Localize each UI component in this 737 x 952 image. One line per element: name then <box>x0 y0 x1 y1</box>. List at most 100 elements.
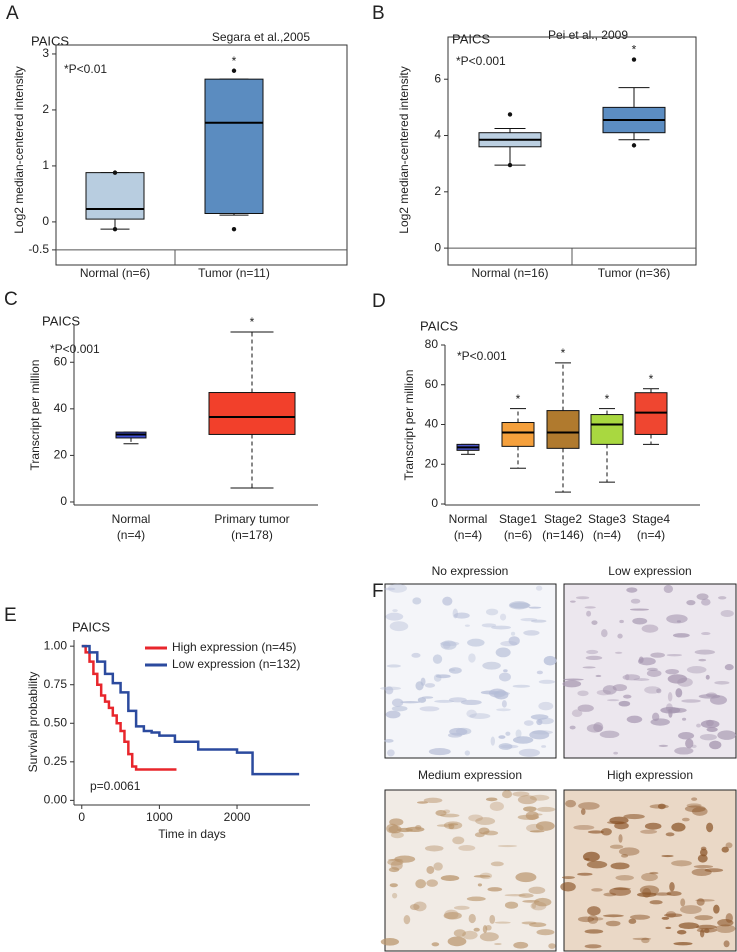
tissue-texture <box>695 899 715 902</box>
panel-letter: F <box>372 581 384 602</box>
annotation: *P<0.001 <box>457 349 507 363</box>
tissue-texture <box>709 695 727 705</box>
tissue-texture <box>630 598 641 604</box>
tissue-texture <box>386 664 401 668</box>
tissue-texture <box>424 845 444 852</box>
tissue-texture <box>587 906 601 916</box>
tissue-texture <box>691 868 712 876</box>
tissue-texture <box>529 830 545 833</box>
tissue-texture <box>380 686 402 691</box>
tissue-texture <box>685 738 694 749</box>
tissue-texture <box>706 727 718 732</box>
tissue-texture <box>684 805 706 813</box>
tissue-texture <box>715 924 736 933</box>
y-tick-label: 0.25 <box>44 754 68 768</box>
significance-star: * <box>561 346 566 360</box>
tissue-texture <box>529 730 550 740</box>
survival-curve <box>81 644 300 776</box>
tissue-texture <box>628 918 637 924</box>
tissue-texture <box>523 806 537 812</box>
tissue-texture <box>385 710 401 719</box>
tissue-texture <box>613 887 631 891</box>
x-tick-label: (n=178) <box>231 528 273 542</box>
tissue-texture <box>412 597 422 605</box>
tissue-texture <box>671 822 686 832</box>
y-tick-label: 2 <box>42 102 49 116</box>
tissue-texture <box>586 649 599 655</box>
y-tick-label: 40 <box>54 401 68 415</box>
tissue-texture <box>535 585 543 591</box>
tissue-texture <box>490 861 504 867</box>
tissue-texture <box>656 688 662 694</box>
tissue-texture <box>468 913 476 924</box>
tissue-texture <box>606 699 620 702</box>
tissue-image <box>384 583 557 759</box>
tissue-texture <box>428 748 451 756</box>
tissue-texture <box>632 617 648 625</box>
tissue-texture <box>717 918 734 927</box>
tissue-texture <box>717 730 737 740</box>
tissue-texture <box>664 913 683 918</box>
y-tick-label: 0.50 <box>44 715 68 729</box>
y-tick-label: 60 <box>425 377 439 391</box>
tissue-texture <box>614 651 623 654</box>
tissue-texture <box>619 619 624 624</box>
tissue-texture <box>577 690 589 697</box>
y-tick-label: -0.5 <box>28 242 49 256</box>
tissue-texture <box>582 666 596 669</box>
tissue-texture <box>468 653 476 663</box>
x-tick-label: Tumor (n=11) <box>198 266 270 280</box>
x-tick-label: Stage4 <box>632 512 670 526</box>
tissue-texture <box>464 750 471 756</box>
tissue-texture <box>473 927 480 932</box>
tissue-texture <box>447 936 467 947</box>
box <box>204 78 264 214</box>
tissue-texture <box>529 794 550 801</box>
tissue-texture <box>543 655 557 666</box>
tissue-texture <box>587 914 599 924</box>
tissue-texture <box>538 701 554 711</box>
tissue-texture <box>591 620 598 625</box>
tissue-texture <box>582 851 600 862</box>
tissue-texture <box>610 862 630 870</box>
tissue-texture <box>578 802 600 810</box>
tissue-texture <box>718 596 727 600</box>
tissue-texture <box>704 868 724 873</box>
tissue-texture <box>536 806 556 812</box>
tissue-texture <box>669 882 675 892</box>
tissue-texture <box>681 817 690 822</box>
tissue-texture <box>629 608 649 611</box>
tissue-texture <box>385 612 404 621</box>
tissue-texture <box>699 929 705 938</box>
tissue-texture <box>383 587 396 591</box>
tissue-texture <box>591 917 604 921</box>
tissue-texture <box>667 674 688 684</box>
tissue-texture <box>674 747 694 755</box>
outlier-dot <box>231 226 237 232</box>
tissue-texture <box>626 715 643 724</box>
tissue-texture <box>380 937 400 946</box>
tissue-texture <box>509 602 531 609</box>
tissue-texture <box>443 821 463 830</box>
tissue-texture <box>644 822 662 830</box>
tissue-texture <box>443 911 462 920</box>
tissue-texture <box>577 704 594 712</box>
tissue-texture <box>637 892 657 898</box>
tissue-texture <box>663 584 674 594</box>
tissue-texture <box>541 745 547 748</box>
panel-letter: D <box>372 291 386 312</box>
tissue-texture <box>517 795 537 805</box>
tissue-texture <box>477 883 483 887</box>
box <box>501 422 535 447</box>
outlier-dot <box>112 226 118 232</box>
tissue-texture <box>389 621 409 632</box>
tissue-texture <box>520 617 538 622</box>
x-axis-label: Time in days <box>158 827 226 841</box>
tissue-texture <box>528 606 542 609</box>
tissue-texture <box>591 888 603 892</box>
tissue-texture <box>650 652 665 658</box>
box <box>590 414 624 445</box>
tissue-texture <box>650 718 670 726</box>
significance-star: * <box>516 392 521 406</box>
tissue-texture <box>434 699 454 703</box>
